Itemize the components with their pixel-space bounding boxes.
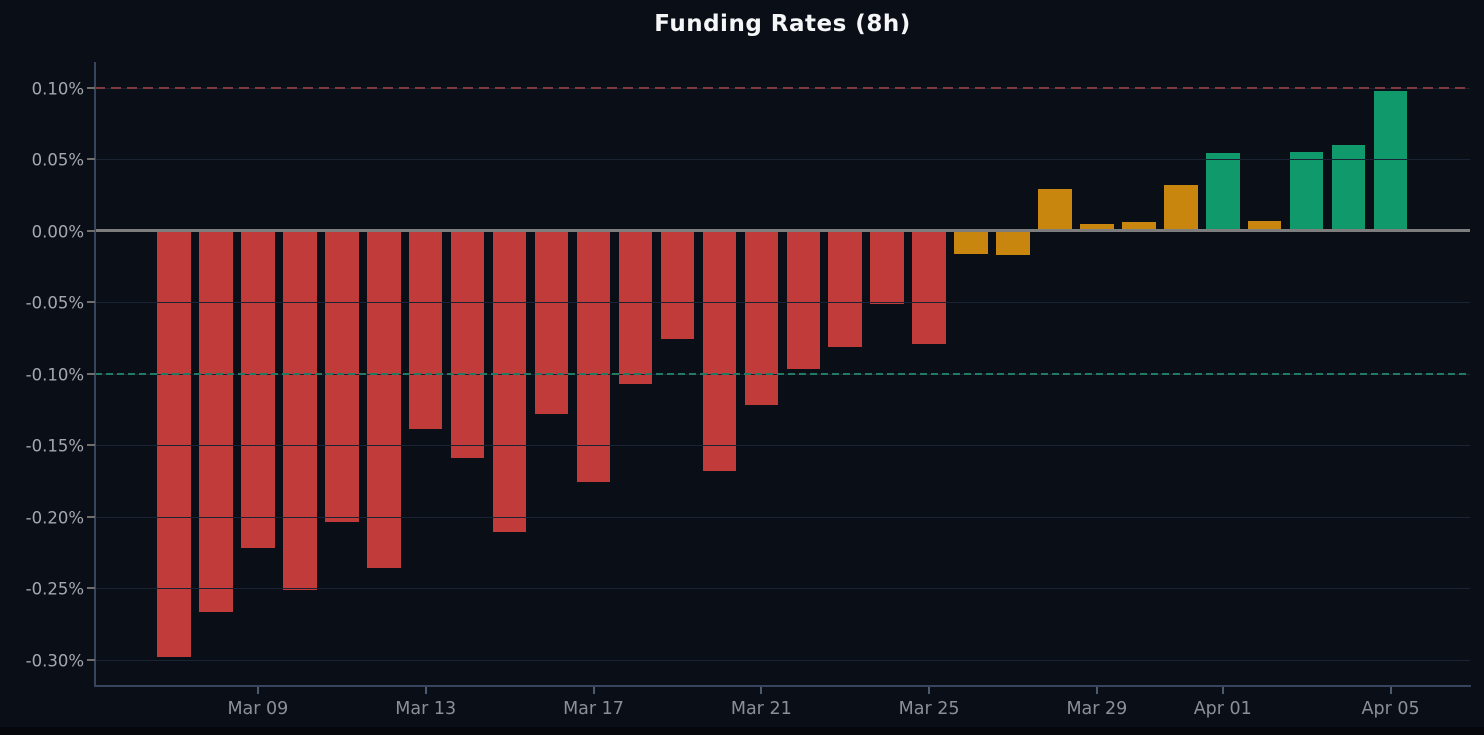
x-tick-label: Mar 21 bbox=[730, 699, 792, 719]
y-tick-mark bbox=[87, 158, 95, 161]
bar-mar-15 bbox=[492, 230, 527, 533]
x-tick-mark bbox=[1221, 687, 1224, 694]
gridline bbox=[95, 588, 1470, 590]
x-tick-label: Apr 01 bbox=[1193, 699, 1252, 719]
bar-apr-03 bbox=[1289, 152, 1324, 231]
x-tick-mark bbox=[592, 687, 595, 694]
bar-mar-22 bbox=[786, 230, 820, 370]
gridline bbox=[95, 659, 1470, 661]
bar-mar-11 bbox=[325, 230, 359, 523]
y-tick-mark bbox=[87, 658, 95, 661]
bar-mar-09 bbox=[241, 230, 275, 549]
x-tick-mark bbox=[928, 687, 931, 694]
x-tick-label: Mar 17 bbox=[563, 699, 624, 719]
y-tick-label: -0.20% bbox=[25, 508, 84, 528]
y-tick-label: 0.05% bbox=[31, 150, 84, 170]
x-tick-label: Mar 09 bbox=[227, 699, 289, 719]
y-tick-mark bbox=[87, 444, 95, 447]
y-tick-label: 0.10% bbox=[31, 79, 84, 99]
bar-apr-04 bbox=[1331, 144, 1366, 231]
bar-apr-05 bbox=[1373, 90, 1408, 231]
bar-mar-17 bbox=[576, 230, 611, 483]
bar-mar-12 bbox=[367, 230, 401, 569]
x-tick-mark bbox=[760, 687, 763, 694]
x-tick-mark bbox=[1389, 687, 1392, 694]
bar-mar-29 bbox=[1080, 223, 1114, 231]
y-axis-spine bbox=[94, 62, 96, 687]
y-tick-label: -0.05% bbox=[25, 293, 84, 313]
y-tick-label: -0.10% bbox=[25, 365, 84, 385]
bar-mar-31 bbox=[1164, 184, 1198, 231]
y-tick-mark bbox=[87, 515, 95, 518]
bar-apr-02 bbox=[1247, 220, 1282, 231]
y-tick-label: -0.25% bbox=[25, 579, 84, 599]
y-tick-label: 0.00% bbox=[31, 222, 84, 242]
bar-mar-23 bbox=[828, 230, 862, 347]
gridline bbox=[95, 516, 1470, 518]
bar-mar-20 bbox=[702, 230, 737, 471]
bar-mar-26 bbox=[954, 230, 988, 254]
gridline bbox=[95, 159, 1470, 161]
bar-mar-10 bbox=[283, 230, 317, 590]
bar-mar-21 bbox=[744, 230, 779, 406]
bar-mar-14 bbox=[450, 230, 485, 459]
lower-funding-cap bbox=[95, 372, 1470, 375]
zero-line bbox=[95, 229, 1470, 232]
x-tick-mark bbox=[1095, 687, 1098, 694]
bar-mar-07 bbox=[157, 230, 191, 657]
y-tick-mark bbox=[87, 372, 95, 375]
gridline bbox=[95, 302, 1470, 304]
bar-apr-01 bbox=[1206, 153, 1240, 231]
y-tick-label: -0.30% bbox=[25, 651, 84, 671]
x-tick-label: Mar 29 bbox=[1066, 699, 1128, 719]
bar-mar-08 bbox=[199, 230, 233, 613]
y-tick-mark bbox=[87, 229, 95, 232]
x-axis-spine bbox=[94, 685, 1471, 687]
bar-mar-13 bbox=[408, 230, 443, 430]
upper-funding-cap bbox=[95, 86, 1470, 89]
bar-mar-25 bbox=[912, 230, 946, 344]
bar-mar-16 bbox=[534, 230, 569, 414]
x-tick-label: Apr 05 bbox=[1361, 699, 1420, 719]
gridline bbox=[95, 445, 1470, 447]
x-tick-mark bbox=[256, 687, 259, 694]
x-tick-label: Mar 25 bbox=[898, 699, 960, 719]
y-tick-mark bbox=[87, 301, 95, 304]
bar-mar-19 bbox=[660, 230, 695, 340]
y-tick-mark bbox=[87, 587, 95, 590]
y-tick-mark bbox=[87, 86, 95, 89]
y-tick-label: -0.15% bbox=[25, 436, 84, 456]
x-tick-label: Mar 13 bbox=[395, 699, 457, 719]
bar-mar-24 bbox=[870, 230, 904, 304]
bar-mar-28 bbox=[1038, 189, 1072, 231]
bottom-strip bbox=[0, 727, 1484, 735]
bar-mar-18 bbox=[618, 230, 653, 384]
bar-mar-30 bbox=[1122, 222, 1156, 231]
chart-title: Funding Rates (8h) bbox=[654, 11, 911, 37]
bar-mar-27 bbox=[996, 230, 1030, 255]
x-tick-mark bbox=[424, 687, 427, 694]
